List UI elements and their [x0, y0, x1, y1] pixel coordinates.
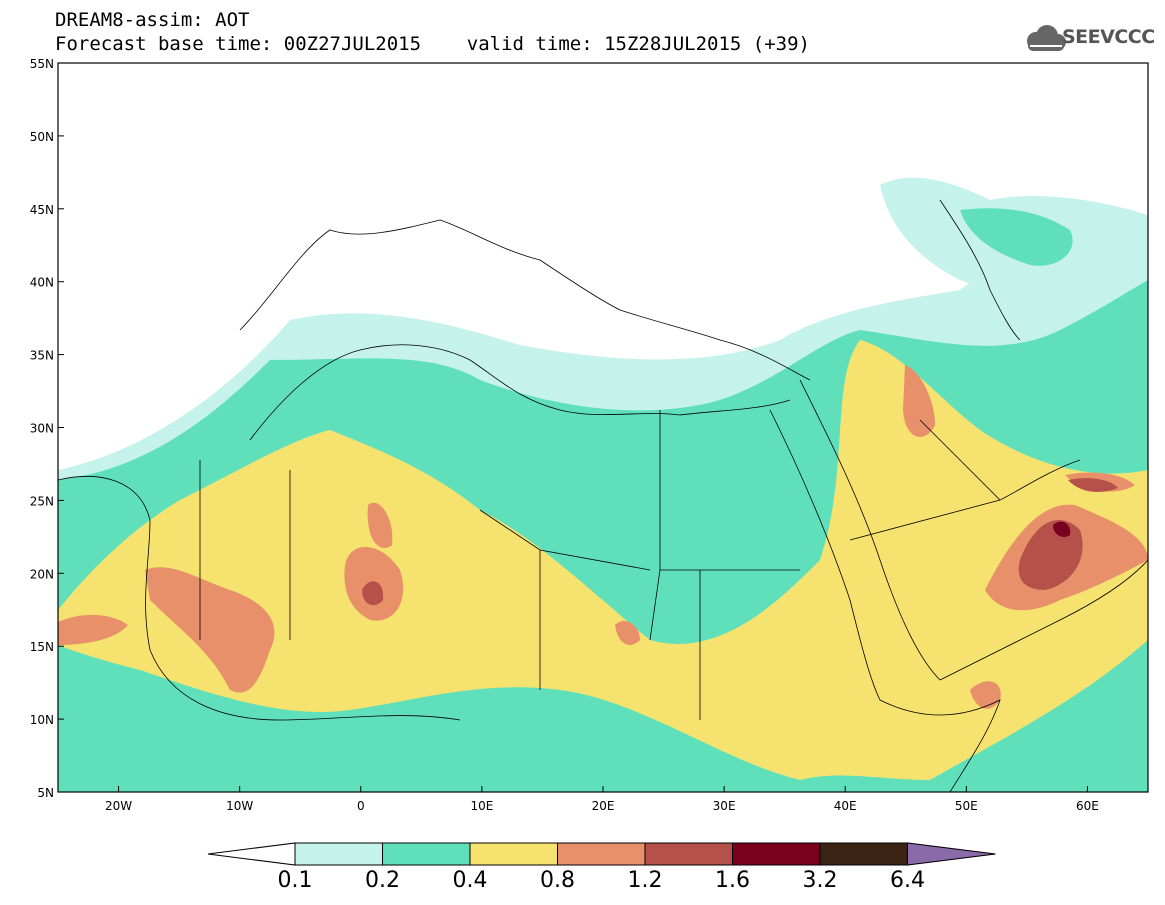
coastline-caspian — [939, 199, 1021, 341]
lat-tick-label: 45N — [30, 203, 54, 217]
lat-tick-label: 35N — [30, 349, 54, 363]
colorbar-label: 0.2 — [365, 868, 400, 893]
colorbar-swatch — [382, 842, 471, 866]
coastline-north-africa — [249, 344, 791, 441]
colorbar-label: 0.8 — [540, 868, 575, 893]
aot-band-0.2-caspian — [960, 208, 1073, 266]
lat-tick-label: 40N — [30, 276, 54, 290]
colorbar-swatch — [557, 842, 646, 866]
lat-tick-label: 30N — [30, 422, 54, 436]
longitude-axis: 20W 10W 0 10E 20E 30E 40E 50E 60E — [105, 786, 1099, 813]
lon-tick-label: 10W — [226, 799, 253, 813]
lat-tick-label: 50N — [30, 130, 54, 144]
aot-band-0.8-atlantic — [58, 614, 128, 645]
coastline-europe — [239, 219, 811, 381]
lon-tick-label: 30E — [713, 799, 736, 813]
colorbar-swatch — [469, 842, 558, 866]
lon-tick-label: 0 — [357, 799, 365, 813]
colorbar-under-arrow — [207, 842, 296, 866]
border-lines — [199, 410, 1001, 720]
aot-band-1.2-oman — [1018, 520, 1083, 590]
coastline-horn-africa — [879, 699, 1001, 792]
aot-band-0.8-iraq — [903, 365, 935, 437]
forecast-time-subtitle: Forecast base time: 00Z27JUL2015 valid t… — [55, 33, 810, 55]
colorbar-over-arrow — [907, 842, 996, 866]
colorbar-swatch — [819, 842, 908, 866]
latitude-axis: 5N 10N 15N 20N 25N 30N 35N 40N 45N 50N 55N — [30, 57, 64, 800]
colorbar-label: 0.1 — [277, 868, 313, 893]
lon-tick-label: 40E — [834, 799, 857, 813]
map-title: DREAM8-assim: AOT — [55, 9, 250, 31]
lat-tick-label: 55N — [30, 57, 54, 71]
colorbar-label: 3.2 — [802, 868, 838, 893]
aot-band-0.8-libya — [367, 502, 393, 549]
aot-band-0.8-west — [145, 567, 275, 693]
lon-tick-label: 10E — [470, 799, 493, 813]
colorbar-label: 1.6 — [715, 868, 750, 893]
lat-tick-label: 25N — [30, 494, 54, 508]
coastline-red-sea — [769, 379, 941, 701]
aot-fields — [58, 177, 1148, 792]
coastline-west-africa — [58, 476, 461, 721]
colorbar-label: 1.2 — [627, 868, 663, 893]
lat-tick-label: 5N — [37, 786, 54, 800]
coastlines-and-borders — [58, 199, 1148, 792]
aot-band-1.2-sahara — [362, 581, 384, 606]
aot-band-1.6-oman — [1053, 521, 1071, 537]
aot-band-0.8-sudan — [615, 620, 640, 645]
aot-band-1.2-gulf — [1068, 478, 1118, 492]
aot-band-0.4 — [58, 340, 1148, 780]
colorbar-swatch — [732, 842, 821, 866]
lon-tick-label: 50E — [955, 799, 978, 813]
colorbar-label: 6.4 — [890, 868, 925, 893]
colorbar-label: 0.4 — [452, 868, 488, 893]
cloud-icon — [1027, 25, 1066, 51]
lon-tick-label: 20E — [592, 799, 615, 813]
lat-tick-label: 20N — [30, 567, 54, 581]
lat-tick-label: 15N — [30, 640, 54, 654]
colorbar-swatch — [644, 842, 733, 866]
lon-tick-label: 20W — [105, 799, 132, 813]
lat-tick-label: 10N — [30, 713, 54, 727]
aot-band-0.8-somalia — [970, 681, 1001, 709]
lon-tick-label: 60E — [1076, 799, 1099, 813]
colorbar-swatch — [294, 842, 383, 866]
colorbar — [207, 842, 996, 866]
seevccc-logo: SEEVCCC — [1062, 26, 1155, 48]
